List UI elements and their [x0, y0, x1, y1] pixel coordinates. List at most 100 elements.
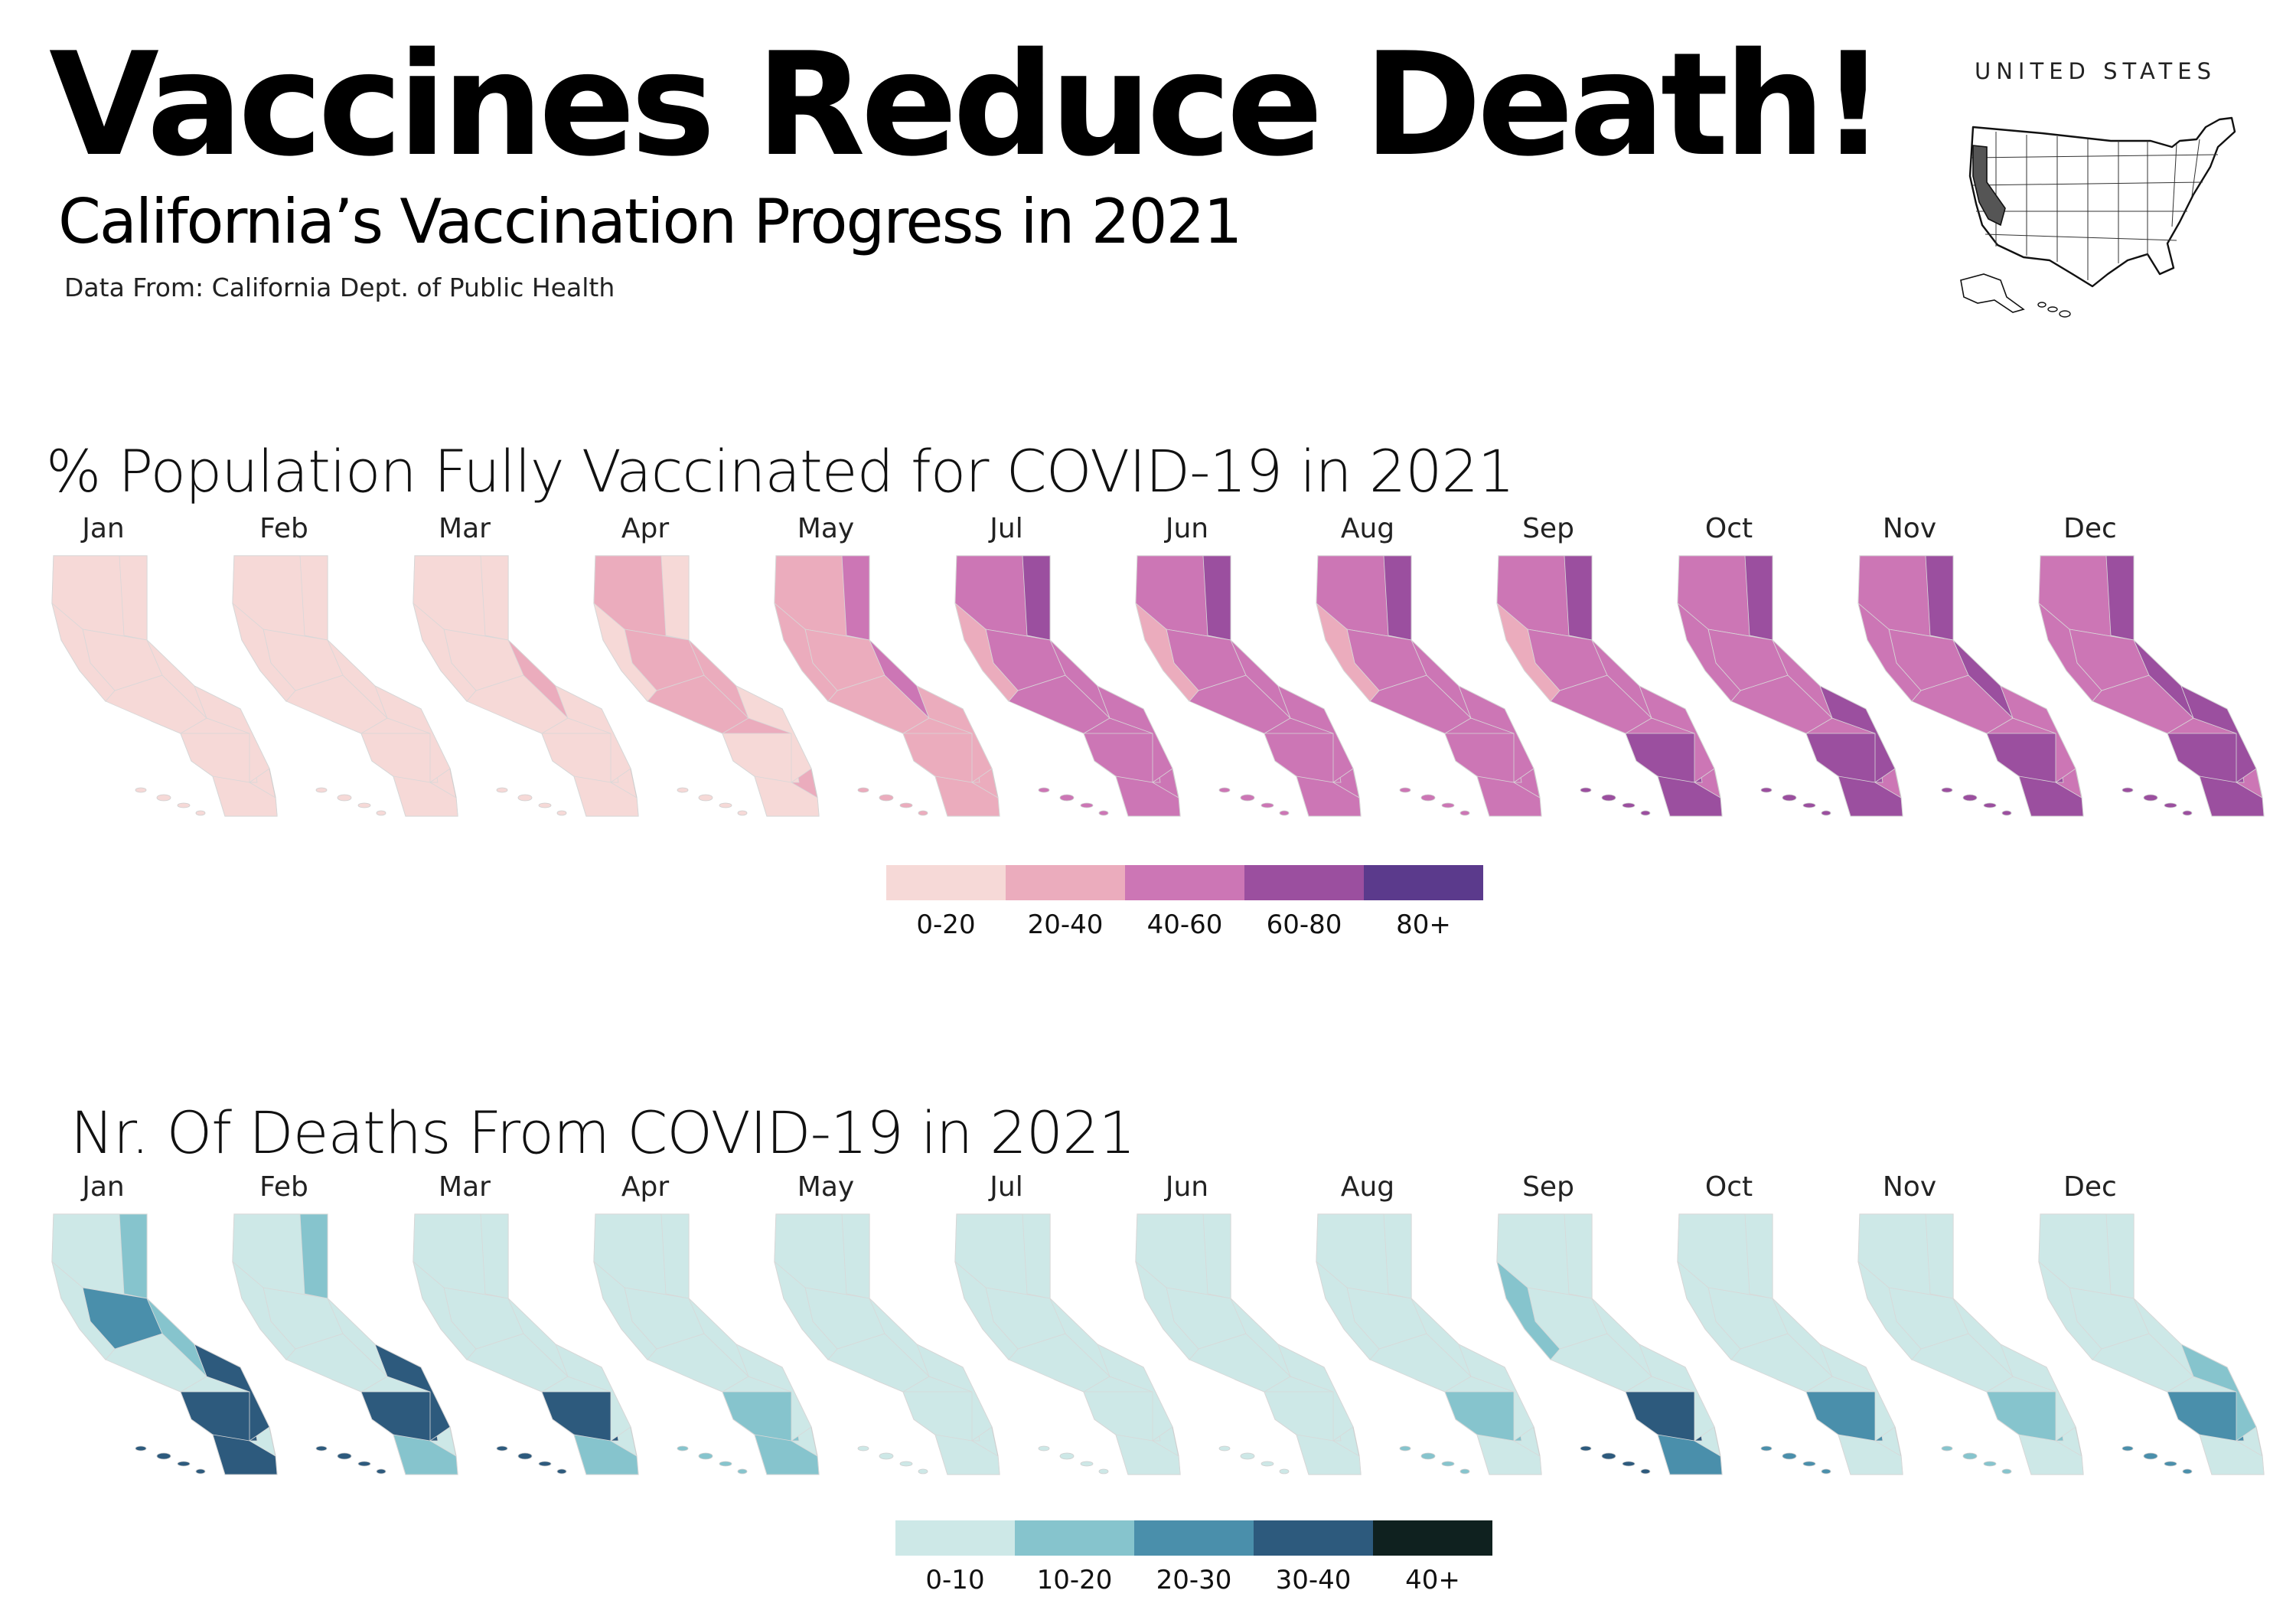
vaccination-legend-swatches [886, 865, 1483, 900]
vaccination-choropleth-map [1677, 555, 1903, 817]
channel-island [156, 794, 171, 802]
channel-island [1941, 1445, 1953, 1452]
bay-area [954, 1260, 1019, 1360]
channel-island [556, 1468, 567, 1474]
northeast-region [841, 555, 870, 641]
vaccination-choropleth-map [232, 555, 458, 817]
vaccination-month-label: Mar [439, 513, 491, 544]
vaccination-choropleth-map [1496, 555, 1723, 817]
deaths-legend-swatch [1254, 1520, 1373, 1556]
inset-label: UNITED STATES [1975, 58, 2216, 84]
northeast-region [1564, 555, 1593, 641]
san-diego [1657, 1434, 1723, 1475]
deaths-map-row: Jan Feb Mar Apr May Jul Jun Aug Sep Oct Nov Dec [0, 1171, 2296, 1516]
channel-island [2001, 1468, 2012, 1474]
vaccination-choropleth-map [2038, 555, 2265, 817]
channel-island [918, 1468, 928, 1474]
bay-area [774, 602, 838, 702]
san-diego [1296, 776, 1362, 817]
bay-area [1857, 602, 1922, 702]
channel-island [719, 1461, 732, 1467]
san-diego [1296, 1434, 1362, 1475]
northeast-region [2105, 1213, 2135, 1299]
northeast-region [1202, 555, 1231, 641]
northeast-region [1744, 555, 1773, 641]
vaccination-legend-labels: 0-20 20-40 40-60 60-80 80+ [886, 909, 1483, 940]
vaccination-panel-sep: Sep [1491, 513, 1743, 857]
deaths-month-label: Feb [259, 1171, 308, 1203]
vaccination-legend-label: 40-60 [1146, 909, 1223, 940]
channel-island [918, 810, 928, 816]
deaths-panel-jul: Jul [949, 1171, 1202, 1516]
channel-island [1760, 787, 1773, 793]
deaths-choropleth-map [1135, 1213, 1362, 1475]
channel-island [357, 802, 371, 808]
us-locator-inset: UNITED STATES [1950, 58, 2256, 318]
deaths-legend-label: 10-20 [1036, 1565, 1113, 1595]
channel-island [677, 787, 689, 793]
channel-island [538, 1461, 552, 1467]
northeast-region [1925, 555, 1954, 641]
channel-island [737, 1468, 748, 1474]
deaths-legend: 0-10 10-20 20-30 30-40 40+ [895, 1520, 1492, 1612]
deaths-choropleth-map [954, 1213, 1181, 1475]
us-state-borders [1971, 132, 2219, 280]
channel-island [1601, 794, 1616, 802]
deaths-legend-label: 0-10 [925, 1565, 985, 1595]
vaccination-choropleth-map [1857, 555, 2084, 817]
page-subtitle: California’s Vaccination Progress in 202… [58, 186, 1242, 257]
deaths-panel-jan: Jan [46, 1171, 298, 1516]
alaska-outline [1960, 273, 2025, 313]
san-diego [1115, 776, 1181, 817]
northeast-region [480, 555, 509, 641]
vaccination-choropleth-map [1316, 555, 1542, 817]
channel-island [1038, 787, 1050, 793]
bay-area [1135, 602, 1199, 702]
san-diego [573, 776, 639, 817]
northeast-region [660, 1213, 690, 1299]
bay-area [1135, 1260, 1199, 1360]
channel-island [1640, 1468, 1651, 1474]
channel-island [1962, 1452, 1978, 1460]
california-highlight [1972, 145, 2006, 227]
san-diego [2199, 1434, 2265, 1475]
vaccination-month-label: Jan [82, 513, 125, 544]
bay-area [413, 1260, 477, 1360]
channel-island [1218, 1445, 1231, 1452]
channel-island [1802, 1461, 1816, 1467]
channel-island [2164, 1461, 2177, 1467]
bay-area [1857, 1260, 1922, 1360]
channel-island [1622, 1461, 1636, 1467]
san-diego [754, 776, 820, 817]
bay-area [593, 602, 657, 702]
deaths-choropleth-map [1316, 1213, 1542, 1475]
san-diego [1476, 776, 1542, 817]
channel-island [337, 1452, 352, 1460]
vaccination-choropleth-map [774, 555, 1000, 817]
channel-island [156, 1452, 171, 1460]
bay-area [1316, 1260, 1380, 1360]
san-diego [1838, 1434, 1903, 1475]
northeast-region [1925, 1213, 1954, 1299]
deaths-legend-label: 30-40 [1275, 1565, 1352, 1595]
vaccination-month-label: May [797, 513, 855, 544]
deaths-choropleth-map [2038, 1213, 2265, 1475]
channel-island [698, 1452, 713, 1460]
channel-island [195, 810, 206, 816]
san-diego [754, 1434, 820, 1475]
channel-island [517, 794, 533, 802]
vaccination-month-label: Aug [1340, 513, 1395, 544]
channel-island [1279, 810, 1290, 816]
northeast-region [299, 555, 328, 641]
deaths-panel-aug: Aug [1310, 1171, 1563, 1516]
northeast-region [1022, 555, 1051, 641]
channel-island [1941, 787, 1953, 793]
deaths-legend-swatches [895, 1520, 1492, 1556]
deaths-legend-swatch [1015, 1520, 1134, 1556]
channel-island [1240, 794, 1255, 802]
deaths-month-label: Apr [621, 1171, 670, 1203]
channel-island [1218, 787, 1231, 793]
channel-island [177, 1461, 191, 1467]
san-diego [573, 1434, 639, 1475]
san-diego [2018, 1434, 2084, 1475]
